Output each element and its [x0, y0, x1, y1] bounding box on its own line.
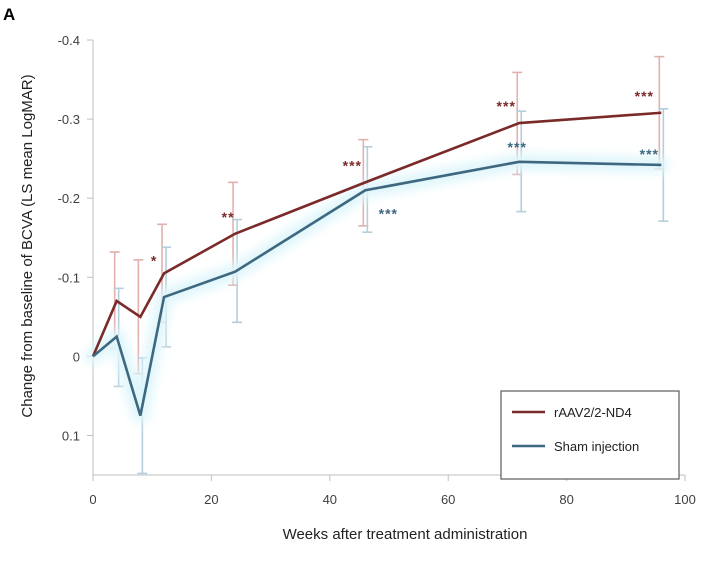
- x-tick-label: 80: [559, 492, 573, 507]
- legend: rAAV2/2-ND4 Sham injection: [500, 390, 680, 480]
- legend-label-rAAV2: rAAV2/2-ND4: [554, 405, 632, 420]
- x-axis-title: Weeks after treatment administration: [283, 526, 528, 543]
- y-tick-label: -0.1: [58, 270, 80, 285]
- series-lines: [91, 111, 662, 417]
- y-tick-label: 0: [73, 349, 80, 364]
- series-line-treated: [91, 111, 662, 357]
- legend-label-sham: Sham injection: [554, 439, 639, 454]
- y-tick-label: -0.2: [58, 191, 80, 206]
- legend-box: [500, 390, 680, 480]
- significance-marker-sham: ***: [379, 205, 398, 221]
- x-tick-label: 40: [323, 492, 337, 507]
- y-tick-label: -0.3: [58, 112, 80, 127]
- x-tick-label: 0: [89, 492, 96, 507]
- x-tick-label: 60: [441, 492, 455, 507]
- series-glow-sham: [85, 153, 670, 424]
- y-tick-label: -0.4: [58, 33, 80, 48]
- significance-marker-treated: **: [222, 209, 235, 225]
- x-tick-label: 20: [204, 492, 218, 507]
- series-glow: [85, 153, 670, 424]
- significance-marker-sham: ***: [508, 139, 527, 155]
- significance-marker-treated: *: [151, 252, 157, 268]
- significance-annotations: ****************** ***: [151, 88, 659, 269]
- axes: -0.4 -0.3 -0.2 -0.1 0 0.1 0 20 40 60 80 100: [58, 33, 696, 507]
- y-tick-label: 0.1: [62, 428, 80, 443]
- significance-marker-treated: ***: [635, 88, 654, 104]
- significance-marker-sham: ***: [640, 146, 659, 162]
- y-axis-title: Change from baseline of BCVA (LS mean Lo…: [19, 74, 36, 417]
- significance-marker-treated: ***: [343, 157, 362, 173]
- x-tick-label: 100: [674, 492, 696, 507]
- significance-marker-treated: ***: [497, 98, 516, 114]
- series-line-sham: [92, 160, 662, 417]
- panel-label: A: [3, 5, 15, 24]
